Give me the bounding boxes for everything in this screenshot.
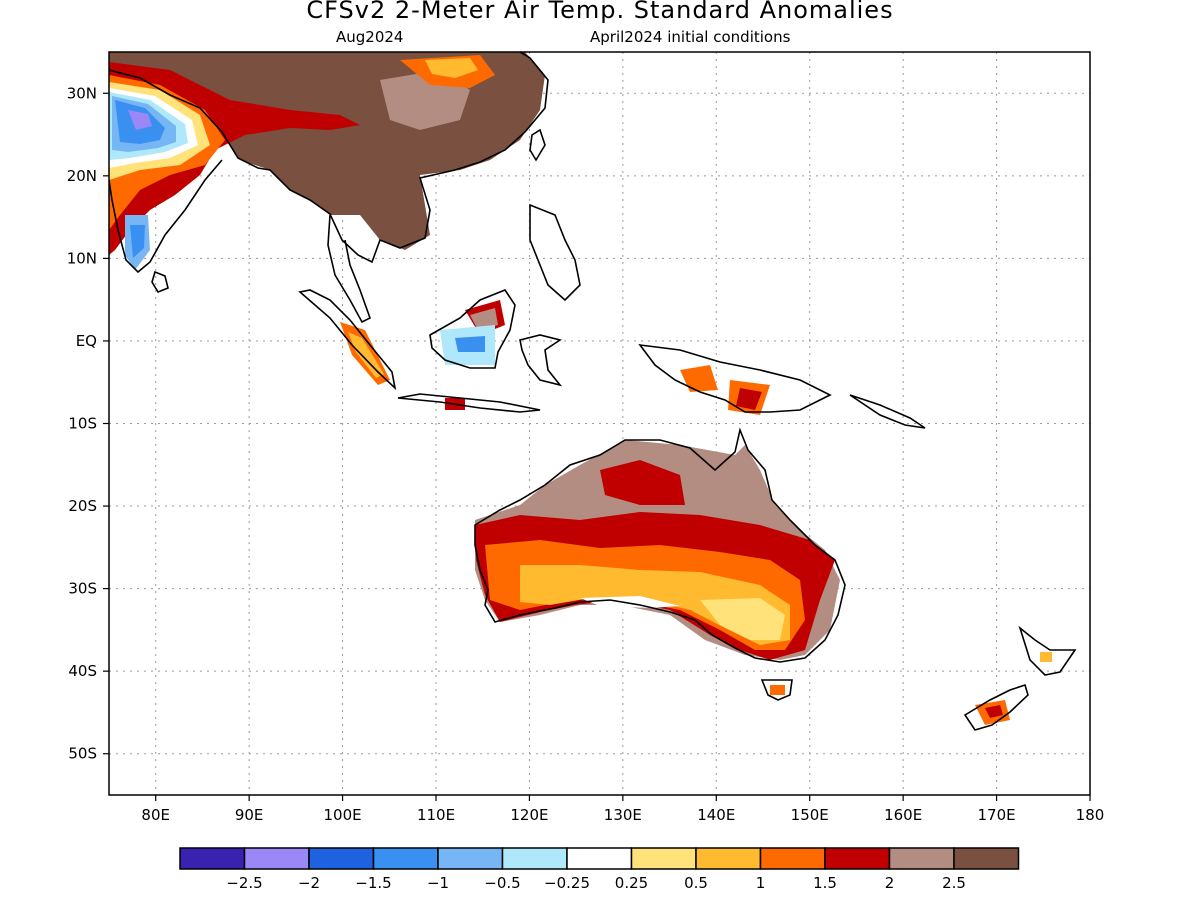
colorbar-swatch — [372, 847, 439, 870]
colorbar-swatch — [630, 847, 697, 870]
colorbar-label: 0.5 — [684, 874, 708, 892]
colorbar-label: −0.5 — [484, 874, 520, 892]
newzealand-north-coastline — [1018, 625, 1077, 676]
srilanka-coastline — [151, 270, 169, 293]
lat-tick-label: 50S — [68, 745, 97, 763]
tasmania-coastline — [760, 679, 793, 701]
sulawesi-coastline — [519, 334, 563, 387]
lon-tick-label: 90E — [235, 806, 264, 824]
valid-month-label: Aug2024 — [336, 28, 404, 46]
lon-tick-label: 110E — [417, 806, 455, 824]
lat-tick-label: EQ — [76, 332, 97, 350]
lon-tick-label: 150E — [791, 806, 829, 824]
colorbar-label: −2.5 — [226, 874, 262, 892]
lon-tick-label: 180 — [1076, 806, 1105, 824]
coastlines — [109, 52, 1077, 731]
colorbar-label: 2 — [885, 874, 895, 892]
lat-tick-label: 30N — [67, 84, 97, 102]
newguinea-east-core — [736, 388, 762, 410]
sumatra-coastline — [298, 289, 397, 391]
lat-tick-label: 10N — [67, 249, 97, 267]
australia-yellow — [700, 598, 785, 640]
chart-title: CFSv2 2-Meter Air Temp. Standard Anomali… — [306, 0, 894, 24]
colorbar-swatch — [243, 847, 310, 870]
taiwan-coastline — [529, 128, 546, 162]
india-cool-spot-core — [130, 225, 145, 258]
newzealand-north-patch — [1040, 652, 1052, 662]
colorbar: −2.5 −2 −1.5 −1 −0.5 −0.25 0.25 0.5 1 1.5 2 2.5 — [179, 847, 1020, 892]
india-coastline — [109, 159, 223, 274]
latitude-ticks: 30N 20N 10N EQ 10S 20S 30S 40S 50S — [67, 84, 109, 763]
colorbar-label: −1 — [427, 874, 449, 892]
colorbar-swatch — [308, 847, 375, 870]
java-coastline — [397, 393, 541, 413]
colorbar-swatch — [437, 847, 504, 870]
lon-tick-label: 140E — [697, 806, 735, 824]
newguinea-west-patch — [680, 365, 718, 392]
colorbar-label: 0.25 — [615, 874, 648, 892]
asia-coastline — [109, 52, 549, 264]
borneo-cool-core — [455, 336, 485, 352]
colorbar-label: −0.25 — [544, 874, 590, 892]
colorbar-swatch — [888, 847, 955, 870]
lon-tick-label: 160E — [884, 806, 922, 824]
lat-tick-label: 40S — [68, 662, 97, 680]
solomon-islands-coastline — [849, 394, 926, 429]
newzealand-south-coastline — [963, 683, 1029, 731]
colorbar-label: −2 — [298, 874, 320, 892]
lon-tick-label: 170E — [978, 806, 1016, 824]
lat-tick-label: 30S — [68, 580, 97, 598]
colorbar-swatch — [953, 847, 1020, 870]
colorbar-swatch — [759, 847, 826, 870]
colorbar-swatch — [179, 847, 246, 870]
colorbar-label: 1 — [756, 874, 766, 892]
longitude-ticks: 80E 90E 100E 110E 120E 130E 140E 150E 160E 170E 18… — [141, 795, 1104, 824]
colorbar-label: −1.5 — [355, 874, 391, 892]
colorbar-swatch — [566, 847, 633, 870]
australia-north-hot — [600, 460, 685, 505]
tasmania-patch — [770, 685, 785, 695]
australia-white-fringe — [580, 596, 680, 608]
colorbar-label: 2.5 — [942, 874, 966, 892]
borneo-warm — [470, 308, 498, 330]
lon-tick-label: 130E — [604, 806, 642, 824]
newzealand-core — [985, 705, 1003, 718]
lat-tick-label: 20N — [67, 167, 97, 185]
colorbar-swatch — [695, 847, 762, 870]
lon-tick-label: 120E — [510, 806, 548, 824]
philippines-coastline — [529, 203, 581, 302]
lon-tick-label: 100E — [324, 806, 362, 824]
cool-region-core — [128, 110, 152, 130]
sumatra-patch-core — [348, 332, 384, 378]
borneo-coastline — [429, 289, 516, 369]
init-conditions-label: April2024 initial conditions — [590, 28, 791, 46]
australia-coastline — [474, 427, 846, 663]
colorbar-swatch — [501, 847, 568, 870]
newguinea-coastline — [638, 343, 832, 413]
tibet-spot-core — [425, 58, 478, 78]
colorbar-swatch — [824, 847, 891, 870]
lat-tick-label: 20S — [68, 497, 97, 515]
anomaly-shading — [109, 52, 1052, 725]
colorbar-label: 1.5 — [813, 874, 837, 892]
lon-tick-label: 80E — [141, 806, 170, 824]
lat-tick-label: 10S — [68, 415, 97, 433]
malay-peninsula-coastline — [327, 214, 371, 324]
